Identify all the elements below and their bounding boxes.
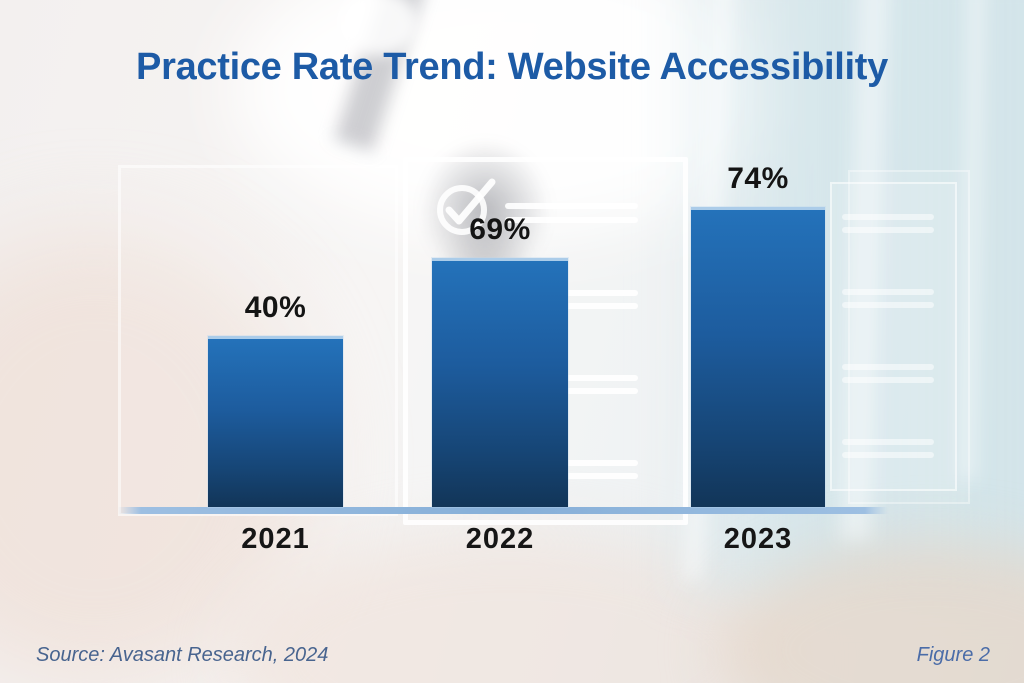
bar-2021 [208, 336, 343, 507]
source-attribution: Source: Avasant Research, 2024 [36, 644, 329, 666]
bar-2022 [432, 258, 568, 507]
figure-number: Figure 2 [916, 644, 990, 666]
page-title: Practice Rate Trend: Website Accessibili… [136, 46, 888, 88]
x-axis-tick-label: 2021 [241, 523, 310, 555]
bar-value-label: 74% [727, 162, 789, 195]
x-axis-baseline [118, 507, 888, 514]
x-axis-tick-label: 2022 [465, 523, 535, 555]
bar-value-label: 40% [244, 291, 307, 324]
decor-text-line [505, 203, 638, 209]
x-axis-tick-label: 2023 [723, 523, 793, 555]
bar-2023 [691, 207, 825, 507]
bar-value-label: 69% [469, 213, 531, 246]
